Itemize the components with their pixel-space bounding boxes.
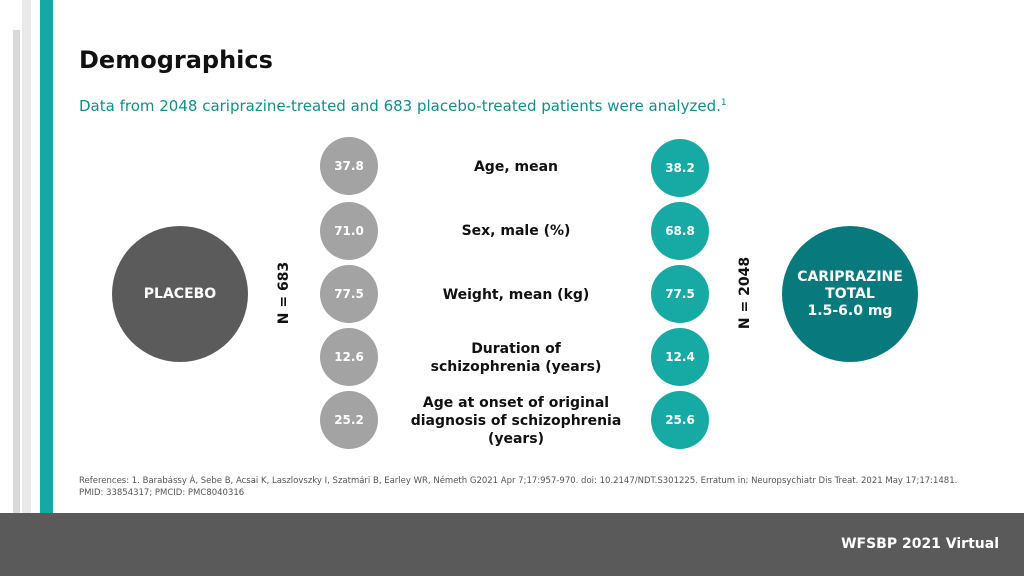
row-label-onset-line1: Age at onset of original [422, 395, 610, 411]
cariprazine-value-sex: 68.8 [651, 202, 709, 260]
references-text: References: 1. Barabássy Á, Sebe B, Acsa… [79, 476, 958, 498]
decorative-stripe-light [22, 0, 31, 576]
placebo-value-onset: 25.2 [320, 391, 378, 449]
placebo-value-sex: 71.0 [320, 202, 378, 260]
cariprazine-label-line3: 1.5-6.0 mg [807, 302, 893, 319]
row-label-sex: Sex, male (%) [400, 222, 632, 240]
row-label-weight: Weight, mean (kg) [400, 286, 632, 304]
placebo-circle: PLACEBO [112, 226, 248, 362]
cariprazine-label-line1: CARIPRAZINE [797, 268, 903, 285]
page-title: Demographics [79, 46, 273, 74]
row-label-sex-line1: Sex, male (%) [461, 223, 571, 239]
row-label-duration: Duration of schizophrenia (years) [400, 340, 632, 376]
footer-bar [0, 513, 1024, 576]
cariprazine-value-weight: 77.5 [651, 265, 709, 323]
page-subtitle: Data from 2048 cariprazine-treated and 6… [79, 97, 727, 115]
row-label-onset-line2: diagnosis of schizophrenia [410, 413, 622, 429]
cariprazine-label-line2: TOTAL [825, 285, 875, 302]
row-label-duration-line1: Duration of [471, 341, 561, 357]
row-label-age: Age, mean [400, 158, 632, 176]
footer-event-label: WFSBP 2021 Virtual [841, 536, 999, 552]
decorative-stripe-grey [13, 30, 20, 576]
cariprazine-value-age: 38.2 [651, 139, 709, 197]
cariprazine-value-duration: 12.4 [651, 328, 709, 386]
cariprazine-value-onset: 25.6 [651, 391, 709, 449]
cariprazine-circle: CARIPRAZINE TOTAL 1.5-6.0 mg [782, 226, 918, 362]
row-label-age-line1: Age, mean [473, 159, 559, 175]
placebo-value-duration: 12.6 [320, 328, 378, 386]
decorative-stripe-teal [40, 0, 53, 576]
cariprazine-n-label: N = 2048 [737, 256, 753, 330]
row-label-onset-line3: (years) [487, 431, 545, 447]
placebo-value-weight: 77.5 [320, 265, 378, 323]
subtitle-text: Data from 2048 cariprazine-treated and 6… [79, 97, 721, 115]
placebo-label: PLACEBO [143, 286, 217, 302]
row-label-weight-line1: Weight, mean (kg) [442, 287, 590, 303]
subtitle-reference-marker: 1 [720, 98, 727, 108]
placebo-n-label: N = 683 [276, 261, 292, 325]
row-label-onset: Age at onset of original diagnosis of sc… [400, 394, 632, 448]
placebo-value-age: 37.8 [320, 137, 378, 195]
row-label-duration-line2: schizophrenia (years) [430, 359, 602, 375]
